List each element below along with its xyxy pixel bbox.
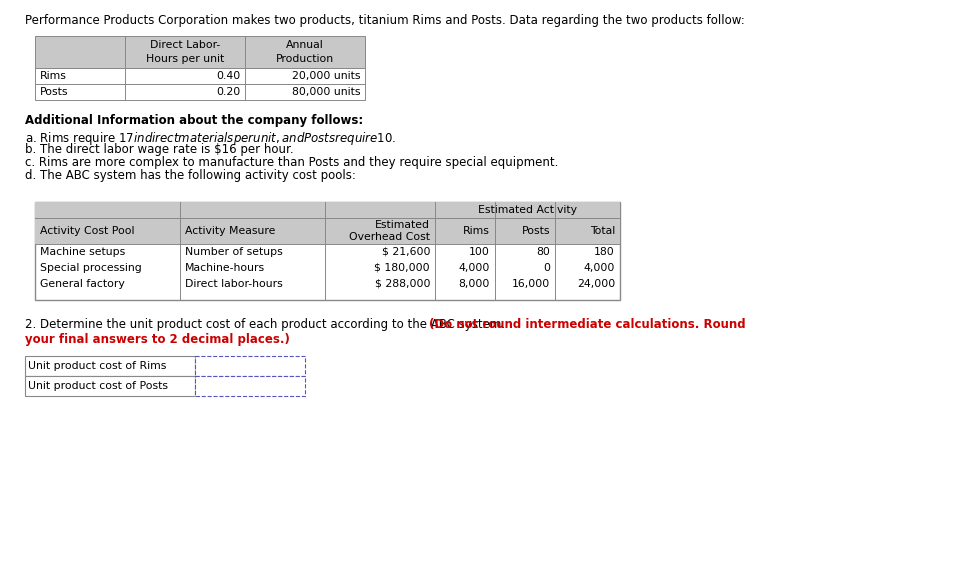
Text: 8,000: 8,000 <box>459 279 490 289</box>
Bar <box>35 218 620 244</box>
Text: b. The direct labor wage rate is $16 per hour.: b. The direct labor wage rate is $16 per… <box>25 143 294 156</box>
Text: Activity Cost Pool: Activity Cost Pool <box>40 226 134 236</box>
Text: 0.40: 0.40 <box>216 71 240 81</box>
Text: $ 180,000: $ 180,000 <box>374 263 430 273</box>
Text: 4,000: 4,000 <box>583 263 615 273</box>
Bar <box>435 202 620 218</box>
Text: Total: Total <box>590 226 615 236</box>
Text: $ 21,600: $ 21,600 <box>381 247 430 257</box>
Text: 180: 180 <box>594 247 615 257</box>
Text: c. Rims are more complex to manufacture than Posts and they require special equi: c. Rims are more complex to manufacture … <box>25 156 558 169</box>
Text: 24,000: 24,000 <box>576 279 615 289</box>
Text: Number of setups: Number of setups <box>185 247 283 257</box>
Text: $ 288,000: $ 288,000 <box>374 279 430 289</box>
Text: Special processing: Special processing <box>40 263 142 273</box>
Bar <box>25 376 195 396</box>
Bar <box>35 36 365 68</box>
Bar <box>195 356 305 376</box>
Bar <box>25 356 195 376</box>
Bar <box>35 202 435 218</box>
Text: Direct Labor-
Hours per unit: Direct Labor- Hours per unit <box>146 40 225 64</box>
Text: Unit product cost of Posts: Unit product cost of Posts <box>28 381 168 391</box>
Text: Activity Measure: Activity Measure <box>185 226 275 236</box>
Text: 80,000 units: 80,000 units <box>292 87 360 97</box>
Text: Estimated Activity: Estimated Activity <box>478 205 577 215</box>
Text: Rims: Rims <box>463 226 490 236</box>
Bar <box>35 202 620 300</box>
Text: Additional Information about the company follows:: Additional Information about the company… <box>25 114 364 127</box>
Text: 2. Determine the unit product cost of each product according to the ABC system.: 2. Determine the unit product cost of ea… <box>25 318 509 331</box>
Text: 16,000: 16,000 <box>511 279 550 289</box>
Text: 0: 0 <box>543 263 550 273</box>
Text: Machine setups: Machine setups <box>40 247 125 257</box>
Bar <box>35 84 365 100</box>
Text: Rims: Rims <box>40 71 67 81</box>
Text: d. The ABC system has the following activity cost pools:: d. The ABC system has the following acti… <box>25 169 356 182</box>
Text: Posts: Posts <box>522 226 550 236</box>
Text: 80: 80 <box>537 247 550 257</box>
Text: Machine-hours: Machine-hours <box>185 263 265 273</box>
Text: Direct labor-hours: Direct labor-hours <box>185 279 283 289</box>
Text: General factory: General factory <box>40 279 124 289</box>
Text: Estimated
Overhead Cost: Estimated Overhead Cost <box>349 220 430 242</box>
Text: Performance Products Corporation makes two products, titanium Rims and Posts. Da: Performance Products Corporation makes t… <box>25 14 745 27</box>
Text: 0.20: 0.20 <box>216 87 240 97</box>
Bar <box>35 68 365 84</box>
Text: Unit product cost of Rims: Unit product cost of Rims <box>28 361 166 371</box>
Text: (Do not round intermediate calculations. Round: (Do not round intermediate calculations.… <box>429 318 746 331</box>
Text: 20,000 units: 20,000 units <box>292 71 360 81</box>
Text: your final answers to 2 decimal places.): your final answers to 2 decimal places.) <box>25 333 290 346</box>
Text: Annual
Production: Annual Production <box>276 40 334 64</box>
Bar <box>195 376 305 396</box>
Text: Posts: Posts <box>40 87 68 97</box>
Text: 4,000: 4,000 <box>459 263 490 273</box>
Text: a. Rims require $17 in direct materials per unit, and Posts require $10.: a. Rims require $17 in direct materials … <box>25 130 397 147</box>
Text: 100: 100 <box>469 247 490 257</box>
